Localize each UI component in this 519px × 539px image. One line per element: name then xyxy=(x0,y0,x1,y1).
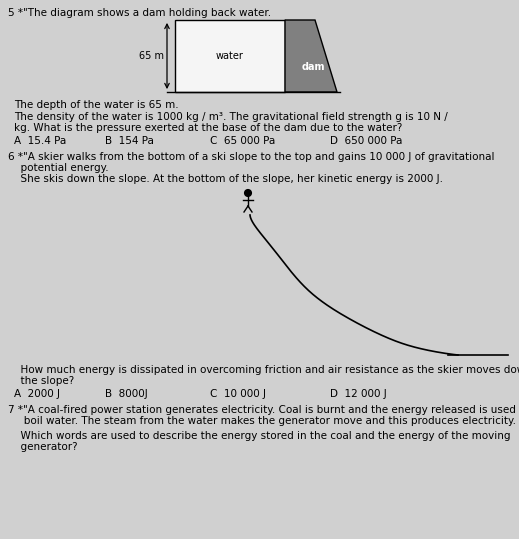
Text: The density of the water is 1000 kg / m³. The gravitational field strength g is : The density of the water is 1000 kg / m³… xyxy=(14,112,448,122)
Text: generator?: generator? xyxy=(14,442,78,452)
Text: B  8000J: B 8000J xyxy=(105,389,148,399)
Text: The depth of the water is 65 m.: The depth of the water is 65 m. xyxy=(14,100,179,110)
Text: How much energy is dissipated in overcoming friction and air resistance as the s: How much energy is dissipated in overcom… xyxy=(14,365,519,375)
Text: A  15.4 Pa: A 15.4 Pa xyxy=(14,136,66,146)
Text: 5 *"The diagram shows a dam holding back water.: 5 *"The diagram shows a dam holding back… xyxy=(8,8,271,18)
Text: potential energy.: potential energy. xyxy=(14,163,108,173)
Text: C  10 000 J: C 10 000 J xyxy=(210,389,266,399)
Text: She skis down the slope. At the bottom of the slope, her kinetic energy is 2000 : She skis down the slope. At the bottom o… xyxy=(14,174,443,184)
Text: water: water xyxy=(216,51,244,61)
Text: kg. What is the pressure exerted at the base of the dam due to the water?: kg. What is the pressure exerted at the … xyxy=(14,123,402,133)
Bar xyxy=(175,20,285,92)
Text: D  650 000 Pa: D 650 000 Pa xyxy=(330,136,402,146)
Text: Which words are used to describe the energy stored in the coal and the energy of: Which words are used to describe the ene… xyxy=(14,431,511,441)
Text: B  154 Pa: B 154 Pa xyxy=(105,136,154,146)
Circle shape xyxy=(244,190,252,197)
Text: C  65 000 Pa: C 65 000 Pa xyxy=(210,136,275,146)
Text: boil water. The steam from the water makes the generator move and this produces : boil water. The steam from the water mak… xyxy=(14,416,516,426)
Text: 6 *"A skier walks from the bottom of a ski slope to the top and gains 10 000 J o: 6 *"A skier walks from the bottom of a s… xyxy=(8,152,495,162)
Text: 65 m: 65 m xyxy=(139,51,164,61)
Text: A  2000 J: A 2000 J xyxy=(14,389,60,399)
Text: dam: dam xyxy=(301,62,325,72)
Text: D  12 000 J: D 12 000 J xyxy=(330,389,387,399)
Text: 7 *"A coal-fired power station generates electricity. Coal is burnt and the ener: 7 *"A coal-fired power station generates… xyxy=(8,405,519,415)
Polygon shape xyxy=(285,20,337,92)
Text: the slope?: the slope? xyxy=(14,376,74,386)
